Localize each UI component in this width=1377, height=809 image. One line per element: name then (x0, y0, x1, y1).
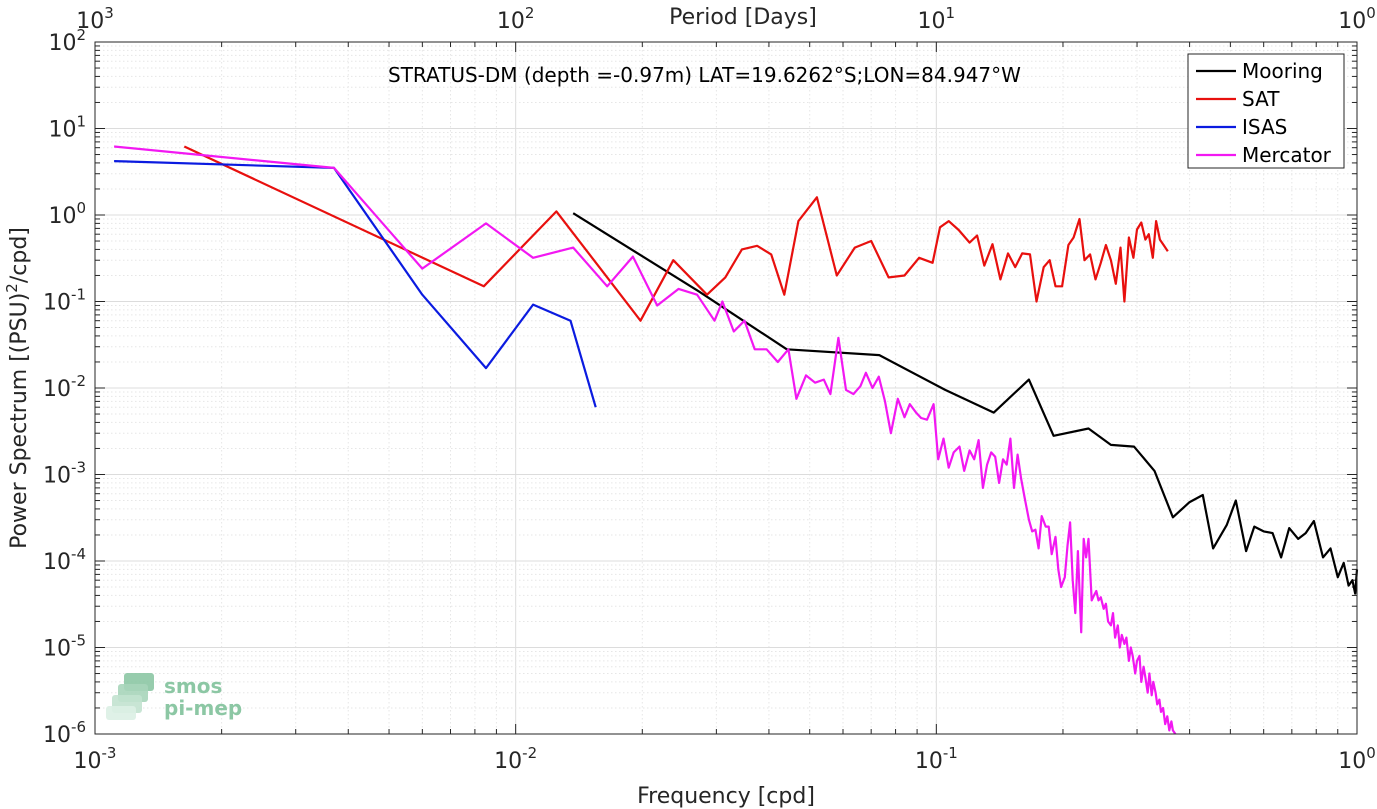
x-tick-label: 100 (1338, 744, 1376, 774)
x-tick-label: 10-3 (74, 744, 117, 774)
series-line-mooring (572, 212, 1359, 595)
y-tick-label: 10-5 (43, 632, 86, 662)
y-axis-label-tail: /cpd] (7, 227, 32, 283)
x-tick-label: 10-2 (494, 744, 537, 774)
logo-text-smos: smos (164, 674, 222, 698)
legend-label-sat: SAT (1242, 87, 1280, 111)
legend-box (1187, 53, 1345, 169)
top-tick-label: 103 (76, 4, 114, 34)
smos-pi-mep-logo: smos pi-mep (106, 673, 242, 720)
series-lines (113, 145, 1359, 735)
logo-text-pimep: pi-mep (164, 696, 242, 720)
top-axis-label: Period [Days] (669, 5, 817, 30)
y-axis-label: Power Spectrum [(PSU)2/cpd] (3, 227, 32, 549)
y-tick-label: 101 (48, 113, 86, 143)
y-tick-label: 10-6 (43, 718, 86, 748)
x-axis-label: Frequency [cpd] (637, 784, 815, 809)
y-axis-label-sup: 2 (3, 283, 21, 293)
y-tick-label: 102 (48, 26, 86, 56)
legend-label-mercator: Mercator (1242, 143, 1332, 167)
y-tick-label: 10-4 (43, 545, 86, 575)
y-axis-label-main: Power Spectrum [(PSU) (7, 293, 32, 549)
tick-labels: 10-3 10-2 10-1 100 10-6 10-5 10-4 10-3 10-2 10-1 1… (43, 4, 1376, 774)
y-tick-label: 10-2 (43, 372, 86, 402)
x-tick-label: 10-1 (915, 744, 958, 774)
legend-label-mooring: Mooring (1242, 59, 1323, 83)
plot-frame (94, 41, 1358, 735)
top-tick-label: 102 (497, 4, 535, 34)
y-tick-label: 10-1 (43, 286, 86, 316)
y-tick-label: 100 (48, 199, 86, 229)
y-tick-label: 10-3 (43, 459, 86, 489)
top-tick-label: 101 (918, 4, 956, 34)
top-tick-label: 100 (1338, 4, 1376, 34)
legend: Mooring SAT ISAS Mercator (1187, 53, 1345, 169)
series-line-mercator (113, 145, 1177, 735)
grid (94, 42, 1357, 735)
chart-title: STRATUS-DM (depth =-0.97m) LAT=19.6262°S… (388, 63, 1021, 87)
logo-mark-icon (106, 673, 154, 720)
legend-label-isas: ISAS (1242, 115, 1287, 139)
series-line-sat (183, 145, 1169, 322)
